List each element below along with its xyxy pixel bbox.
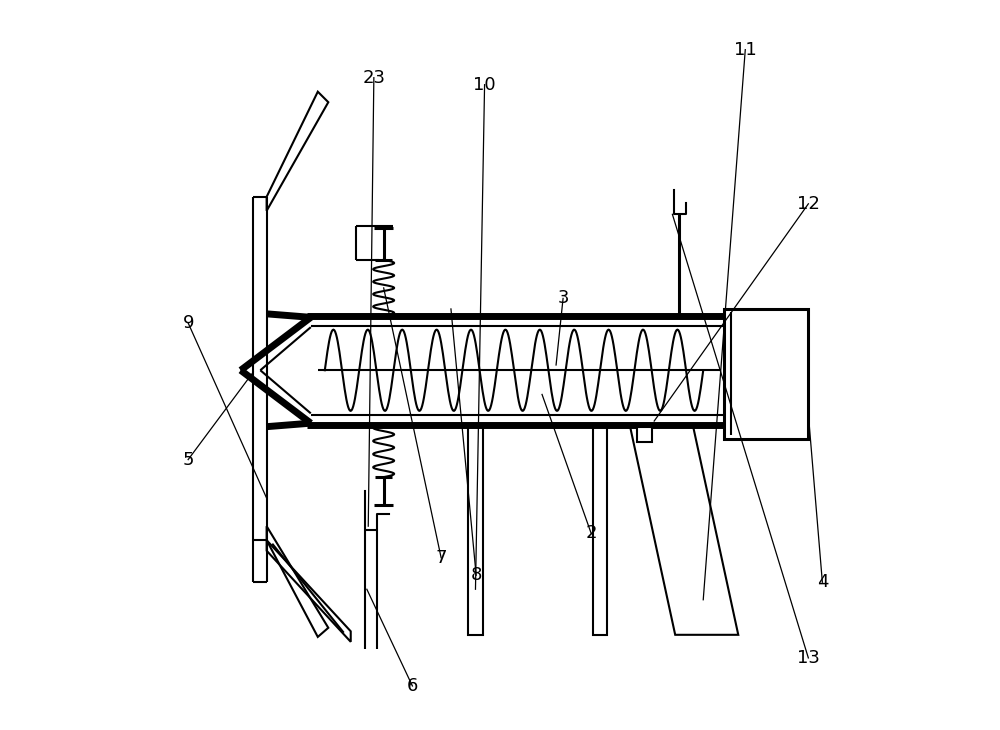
Bar: [593, 425, 607, 635]
Text: 5: 5: [182, 450, 194, 469]
Text: 7: 7: [435, 549, 447, 566]
Text: 13: 13: [797, 649, 820, 667]
Text: 23: 23: [362, 69, 385, 87]
Text: 11: 11: [734, 41, 757, 58]
Text: 9: 9: [182, 314, 194, 332]
Text: 8: 8: [470, 566, 482, 584]
Text: 12: 12: [797, 195, 820, 213]
Text: 10: 10: [473, 76, 496, 93]
Text: 3: 3: [557, 289, 569, 307]
Bar: [637, 426, 652, 442]
Text: 4: 4: [817, 573, 828, 591]
Bar: [468, 425, 483, 635]
Bar: [724, 309, 808, 439]
Text: 2: 2: [585, 524, 597, 542]
Text: 6: 6: [407, 677, 418, 695]
